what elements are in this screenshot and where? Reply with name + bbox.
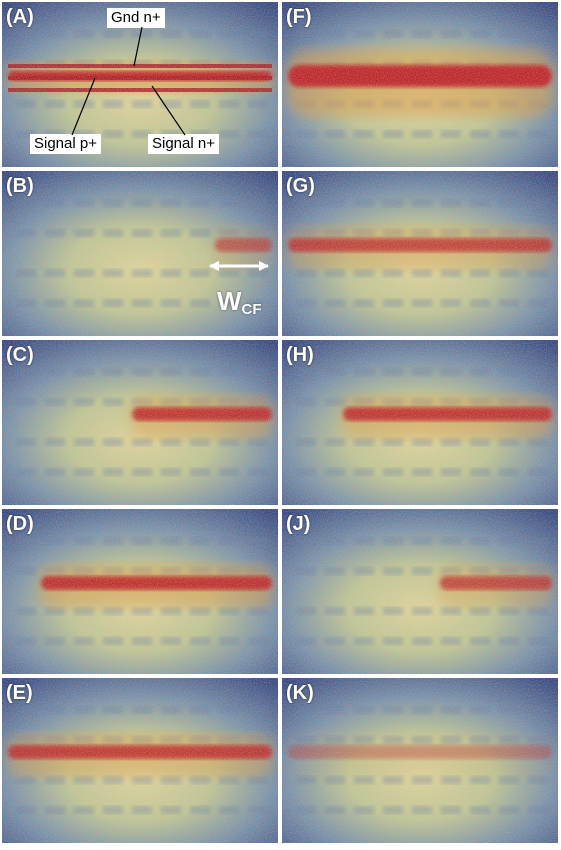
speckle-noise (2, 678, 278, 843)
panel-g-label: (G) (286, 175, 315, 197)
speckle-noise (282, 340, 558, 505)
panel-b-image (2, 171, 278, 336)
panel-d-image (2, 509, 278, 674)
panel-k-image (282, 678, 558, 843)
signal-n-label: Signal n+ (148, 134, 219, 154)
panel-b-label: (B) (6, 175, 34, 197)
panel-c-image (2, 340, 278, 505)
panel-d-label: (D) (6, 513, 34, 535)
panel-j-image (282, 509, 558, 674)
panel-h-image (282, 340, 558, 505)
panel-j: (J) (282, 509, 558, 674)
panel-g: (G) (282, 171, 558, 336)
panel-h: (H) (282, 340, 558, 505)
gnd-n-label: Gnd n+ (107, 8, 165, 28)
panel-f-label: (F) (286, 6, 312, 28)
speckle-noise (282, 171, 558, 336)
speckle-noise (2, 509, 278, 674)
panel-e: (E) (2, 678, 278, 843)
speckle-noise (282, 509, 558, 674)
panel-e-label: (E) (6, 682, 33, 704)
wcf-label: WCF (217, 286, 262, 318)
panel-k-label: (K) (286, 682, 314, 704)
panel-a-label: (A) (6, 6, 34, 28)
panel-j-label: (J) (286, 513, 311, 535)
panel-h-label: (H) (286, 344, 314, 366)
panel-d: (D) (2, 509, 278, 674)
panel-f: (F) (282, 2, 558, 167)
panel-e-image (2, 678, 278, 843)
speckle-noise (2, 340, 278, 505)
panel-c: (C) (2, 340, 278, 505)
panel-b: (B) (2, 171, 278, 336)
panel-c-label: (C) (6, 344, 34, 366)
panel-k: (K) (282, 678, 558, 843)
speckle-noise (282, 2, 558, 167)
panel-f-image (282, 2, 558, 167)
speckle-noise (282, 678, 558, 843)
speckle-noise (2, 171, 278, 336)
signal-p-label: Signal p+ (30, 134, 101, 154)
panel-g-image (282, 171, 558, 336)
